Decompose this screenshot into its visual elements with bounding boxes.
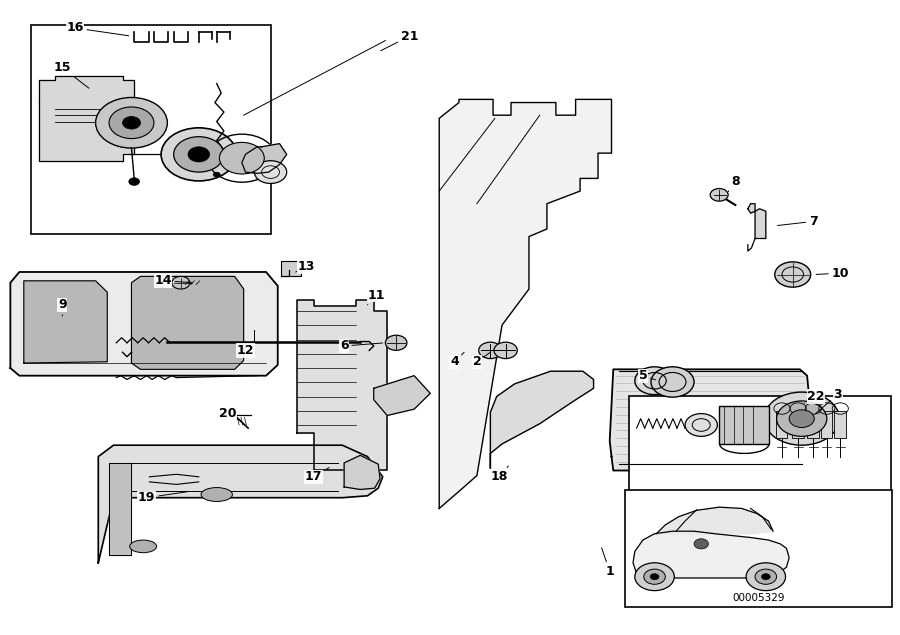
Bar (629, 396, 891, 496)
Polygon shape (374, 376, 430, 415)
Text: 13: 13 (296, 260, 315, 274)
Circle shape (761, 573, 770, 580)
Bar (834, 411, 846, 438)
Polygon shape (633, 531, 789, 578)
Circle shape (109, 107, 154, 138)
Circle shape (161, 128, 237, 181)
Circle shape (95, 98, 167, 148)
Circle shape (685, 413, 717, 436)
Bar (821, 411, 833, 438)
Text: 00005329: 00005329 (733, 593, 785, 603)
Circle shape (710, 189, 728, 201)
Bar (282, 260, 302, 276)
Text: 7: 7 (778, 215, 818, 228)
Circle shape (129, 178, 140, 185)
Bar (792, 411, 804, 438)
Polygon shape (298, 300, 387, 477)
Circle shape (634, 563, 674, 591)
Circle shape (746, 563, 786, 591)
Circle shape (764, 392, 840, 445)
Ellipse shape (201, 488, 232, 502)
Polygon shape (439, 100, 611, 509)
Text: 6: 6 (340, 340, 382, 352)
Circle shape (172, 276, 190, 289)
Text: 22: 22 (804, 390, 824, 403)
Polygon shape (748, 204, 766, 239)
Text: 19: 19 (138, 491, 187, 504)
Bar (776, 411, 788, 438)
Text: 21: 21 (381, 30, 418, 51)
Circle shape (385, 335, 407, 351)
Text: 2: 2 (472, 352, 490, 368)
Circle shape (694, 538, 708, 549)
Polygon shape (656, 507, 773, 534)
Circle shape (651, 367, 694, 397)
Text: 1: 1 (601, 548, 614, 578)
Circle shape (188, 147, 210, 162)
Circle shape (255, 161, 287, 184)
Text: 14: 14 (154, 274, 192, 287)
Polygon shape (23, 281, 107, 363)
Text: 11: 11 (367, 289, 385, 305)
Circle shape (174, 137, 224, 172)
Text: 20: 20 (219, 407, 239, 420)
Bar (625, 490, 892, 607)
Circle shape (494, 342, 518, 359)
Polygon shape (39, 76, 134, 161)
Bar (807, 411, 819, 438)
Circle shape (644, 569, 665, 584)
Polygon shape (242, 144, 287, 173)
Circle shape (650, 573, 659, 580)
Circle shape (755, 569, 777, 584)
Polygon shape (344, 455, 380, 490)
Text: 3: 3 (815, 388, 842, 413)
Text: 16: 16 (67, 22, 129, 36)
Text: 12: 12 (237, 342, 254, 357)
Text: 15: 15 (54, 61, 89, 88)
Text: 8: 8 (728, 175, 740, 192)
Circle shape (775, 262, 811, 287)
Text: 5: 5 (638, 369, 655, 382)
Polygon shape (609, 370, 809, 471)
Polygon shape (131, 276, 244, 370)
Circle shape (479, 342, 502, 359)
Circle shape (122, 116, 140, 129)
Text: 17: 17 (305, 467, 329, 483)
Circle shape (777, 401, 827, 436)
Polygon shape (491, 371, 594, 468)
Circle shape (213, 172, 220, 177)
Circle shape (634, 367, 674, 394)
Circle shape (789, 410, 814, 427)
Text: 9: 9 (58, 298, 67, 316)
Text: 18: 18 (491, 466, 508, 483)
Bar (31, 25, 272, 234)
Polygon shape (98, 445, 382, 563)
Polygon shape (11, 272, 278, 376)
Text: 4: 4 (450, 352, 464, 368)
Polygon shape (109, 463, 131, 554)
Ellipse shape (130, 540, 157, 552)
Text: 10: 10 (816, 267, 849, 280)
Circle shape (220, 142, 265, 174)
Bar (719, 406, 769, 444)
